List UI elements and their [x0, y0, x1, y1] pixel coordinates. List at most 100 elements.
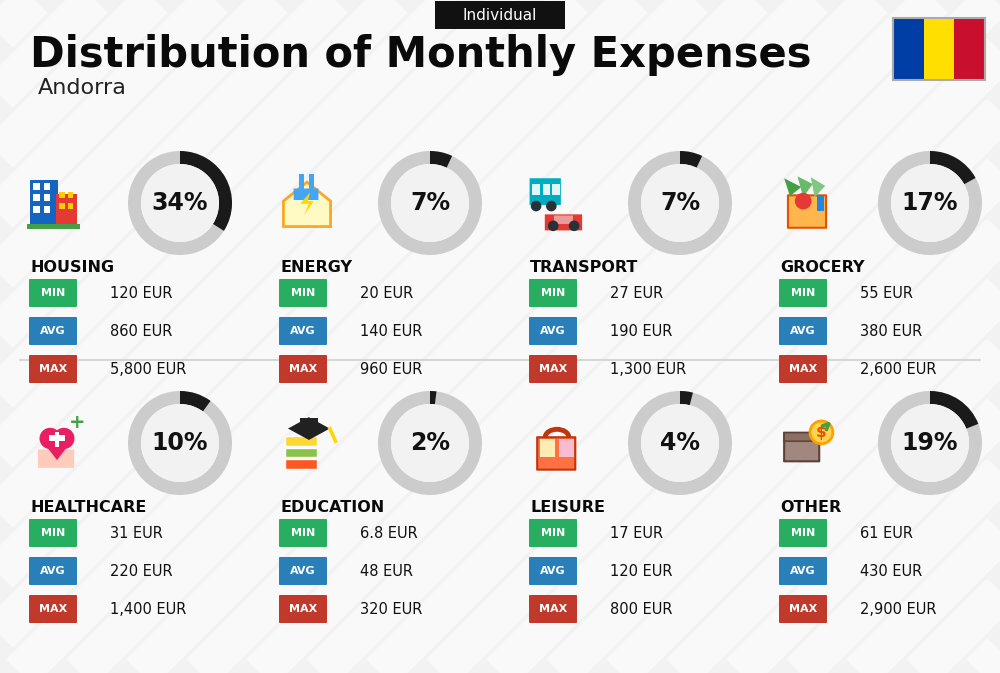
Text: AVG: AVG	[290, 326, 316, 336]
Text: 220 EUR: 220 EUR	[110, 563, 173, 579]
Text: 20 EUR: 20 EUR	[360, 285, 413, 301]
Text: +: +	[69, 413, 85, 431]
Text: 48 EUR: 48 EUR	[360, 563, 413, 579]
Wedge shape	[430, 151, 452, 168]
FancyBboxPatch shape	[529, 317, 577, 345]
Text: 1,400 EUR: 1,400 EUR	[110, 602, 186, 616]
FancyBboxPatch shape	[537, 437, 575, 470]
FancyBboxPatch shape	[545, 214, 582, 230]
Text: TRANSPORT: TRANSPORT	[530, 260, 638, 275]
Polygon shape	[288, 417, 330, 440]
FancyBboxPatch shape	[530, 178, 561, 205]
FancyBboxPatch shape	[279, 557, 327, 585]
Text: 19%: 19%	[902, 431, 958, 455]
Wedge shape	[128, 391, 232, 495]
Text: AVG: AVG	[540, 326, 566, 336]
FancyBboxPatch shape	[784, 433, 819, 441]
Text: OTHER: OTHER	[780, 500, 841, 515]
Text: 27 EUR: 27 EUR	[610, 285, 663, 301]
Text: $: $	[816, 425, 827, 440]
Circle shape	[641, 164, 719, 242]
FancyBboxPatch shape	[554, 215, 573, 224]
Bar	[816, 194, 824, 211]
Text: 61 EUR: 61 EUR	[860, 526, 913, 540]
Text: MIN: MIN	[291, 288, 315, 298]
Bar	[59, 203, 65, 209]
Wedge shape	[180, 151, 232, 231]
Circle shape	[891, 404, 969, 482]
Text: 4%: 4%	[660, 431, 700, 455]
Wedge shape	[878, 391, 982, 495]
Text: HOUSING: HOUSING	[30, 260, 114, 275]
Text: MAX: MAX	[39, 364, 67, 374]
Text: 7%: 7%	[660, 191, 700, 215]
Text: MIN: MIN	[41, 528, 65, 538]
FancyBboxPatch shape	[29, 317, 77, 345]
Text: MIN: MIN	[541, 288, 565, 298]
Text: MAX: MAX	[289, 364, 317, 374]
Text: 31 EUR: 31 EUR	[110, 526, 163, 540]
Bar	[68, 203, 73, 209]
Text: 1,300 EUR: 1,300 EUR	[610, 361, 686, 376]
Text: 380 EUR: 380 EUR	[860, 324, 922, 339]
Text: MAX: MAX	[789, 604, 817, 614]
Wedge shape	[680, 391, 693, 405]
FancyBboxPatch shape	[529, 519, 577, 547]
Bar	[299, 174, 304, 190]
Bar	[924, 18, 954, 80]
FancyBboxPatch shape	[529, 355, 577, 383]
Text: AVG: AVG	[790, 566, 816, 576]
Text: Individual: Individual	[463, 7, 537, 22]
FancyBboxPatch shape	[29, 519, 77, 547]
Text: MAX: MAX	[539, 604, 567, 614]
Bar	[30, 180, 58, 226]
Text: 17 EUR: 17 EUR	[610, 526, 663, 540]
Circle shape	[641, 404, 719, 482]
Circle shape	[531, 201, 541, 211]
Circle shape	[569, 221, 579, 231]
Bar	[285, 448, 317, 458]
FancyBboxPatch shape	[779, 317, 827, 345]
Text: 120 EUR: 120 EUR	[610, 563, 672, 579]
Wedge shape	[180, 391, 211, 411]
Wedge shape	[378, 391, 482, 495]
FancyBboxPatch shape	[529, 279, 577, 307]
Circle shape	[546, 201, 557, 211]
FancyBboxPatch shape	[779, 355, 827, 383]
Bar	[552, 184, 560, 194]
Text: EDUCATION: EDUCATION	[280, 500, 384, 515]
Bar	[543, 184, 550, 194]
FancyBboxPatch shape	[529, 557, 577, 585]
FancyBboxPatch shape	[779, 557, 827, 585]
FancyBboxPatch shape	[294, 188, 318, 200]
Text: 55 EUR: 55 EUR	[860, 285, 913, 301]
Text: MIN: MIN	[541, 528, 565, 538]
Text: AVG: AVG	[40, 566, 66, 576]
Bar	[285, 436, 317, 446]
Bar	[285, 459, 317, 469]
Text: LEISURE: LEISURE	[530, 500, 605, 515]
Bar	[954, 18, 985, 80]
Text: Andorra: Andorra	[38, 78, 127, 98]
FancyBboxPatch shape	[279, 355, 327, 383]
Text: ENERGY: ENERGY	[280, 260, 352, 275]
FancyBboxPatch shape	[779, 595, 827, 623]
FancyBboxPatch shape	[29, 355, 77, 383]
Bar	[300, 418, 318, 429]
FancyBboxPatch shape	[779, 519, 827, 547]
Circle shape	[53, 428, 74, 449]
Bar	[68, 192, 73, 199]
Text: 5,800 EUR: 5,800 EUR	[110, 361, 186, 376]
Text: 320 EUR: 320 EUR	[360, 602, 422, 616]
FancyBboxPatch shape	[435, 1, 565, 29]
Circle shape	[141, 404, 219, 482]
FancyBboxPatch shape	[779, 279, 827, 307]
Bar	[49, 435, 65, 441]
Polygon shape	[300, 192, 314, 215]
Bar	[55, 432, 59, 447]
Bar	[33, 206, 40, 213]
Text: AVG: AVG	[540, 566, 566, 576]
Circle shape	[40, 428, 61, 449]
FancyBboxPatch shape	[29, 279, 77, 307]
Text: 2%: 2%	[410, 431, 450, 455]
